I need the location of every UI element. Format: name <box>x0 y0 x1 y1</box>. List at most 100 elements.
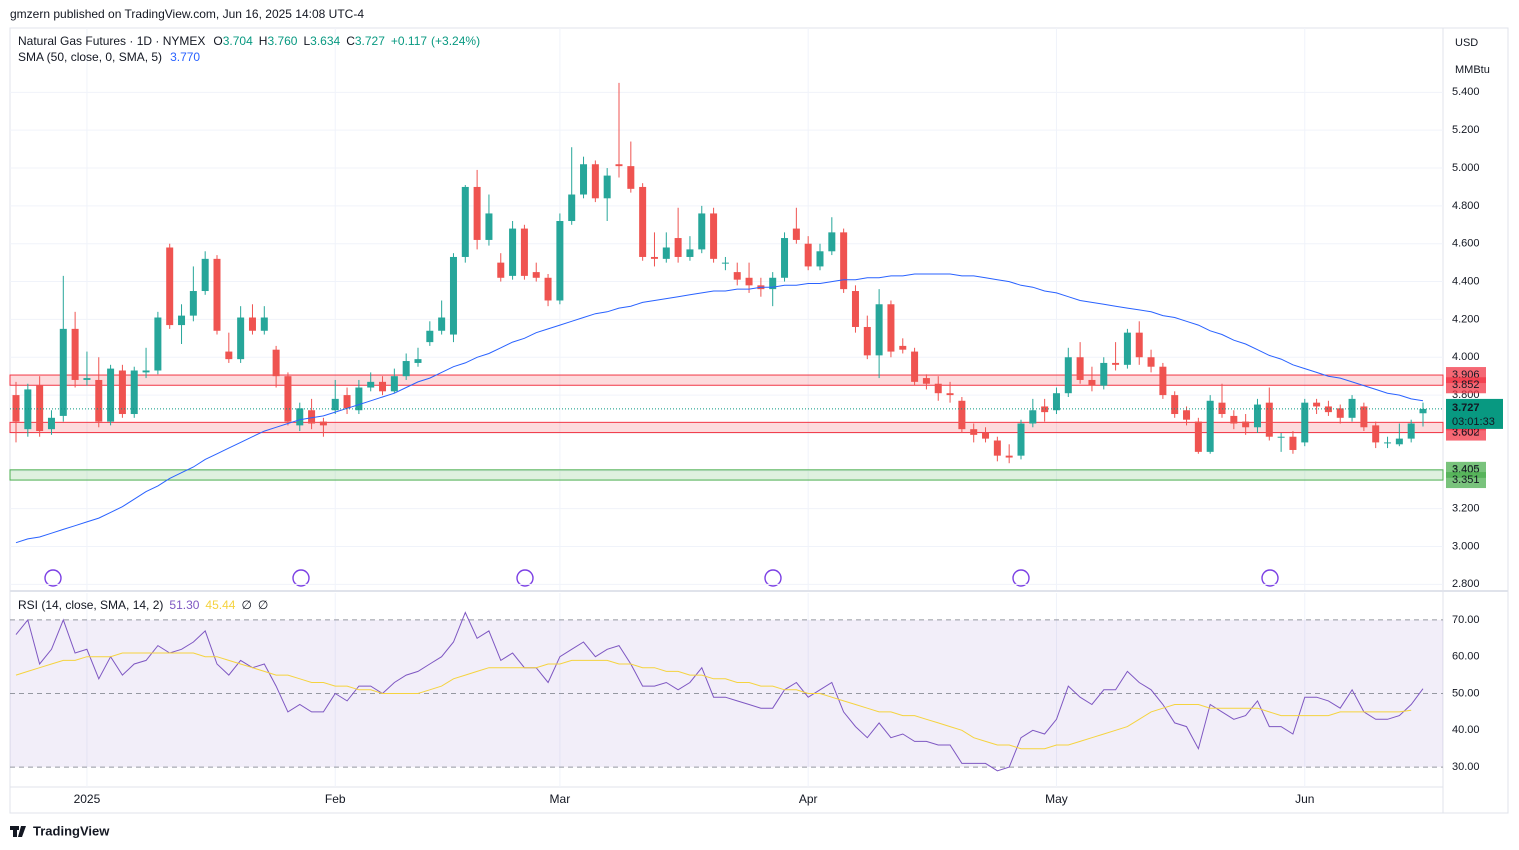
candle-body <box>142 370 150 373</box>
candle-body <box>24 389 32 430</box>
candle-body <box>118 370 126 415</box>
candle-body <box>946 393 954 396</box>
candle-body <box>1135 332 1143 358</box>
candle-body <box>272 349 280 377</box>
candle-body <box>532 272 540 278</box>
candle-body <box>36 385 44 432</box>
candle-body <box>686 249 694 257</box>
candle-body <box>1242 421 1250 428</box>
candle-body <box>248 317 256 331</box>
candle-body <box>1100 362 1108 386</box>
zone-label: 3.351 <box>1452 474 1480 486</box>
candle-body <box>816 251 824 267</box>
zone-label-bg <box>1446 377 1486 394</box>
candle-body <box>1171 395 1179 415</box>
candle-body <box>662 247 670 259</box>
candle-body <box>213 258 221 331</box>
candle-body <box>875 304 883 356</box>
y-tick-label: 5.200 <box>1452 124 1480 136</box>
candle-body <box>934 383 942 394</box>
candle-body <box>733 272 741 280</box>
candle-body <box>1123 332 1131 365</box>
sma-name: SMA (50, close, 0, SMA, 5) <box>18 50 162 64</box>
candle-body <box>1088 379 1096 386</box>
candle-body <box>911 351 919 382</box>
candle-body <box>828 232 836 252</box>
ohlc-value: 3.760 <box>267 34 297 48</box>
candle-body <box>178 315 186 326</box>
candle-body <box>899 345 907 350</box>
zone <box>9 469 1444 481</box>
candle-body <box>473 186 481 240</box>
currency: USD <box>1455 37 1478 49</box>
candle-body <box>970 429 978 435</box>
candle-body <box>1407 423 1415 439</box>
x-tick-label: Apr <box>799 792 818 806</box>
candle-body <box>296 408 304 426</box>
candle-body <box>355 387 363 411</box>
candle-body <box>1194 421 1202 452</box>
candle-body <box>130 370 138 415</box>
brand-logo <box>10 826 26 837</box>
candle-body <box>438 317 446 331</box>
candle-body <box>1360 406 1368 428</box>
countdown: 03:01:33 <box>1452 416 1495 428</box>
candle-body <box>237 317 245 360</box>
candle-body <box>1041 406 1049 413</box>
candle-body <box>402 361 410 377</box>
candle-body <box>1076 357 1084 380</box>
candle-body <box>591 164 599 199</box>
candle-body <box>993 440 1001 456</box>
last-price: 3.727 <box>1452 402 1480 414</box>
change: +0.117 <box>391 34 427 48</box>
ohlc-label: O <box>213 34 222 48</box>
candle-body <box>982 432 990 439</box>
candle-body <box>1277 436 1285 438</box>
title: Natural Gas Futures · 1D · NYMEX <box>18 34 205 48</box>
candle-body <box>1336 408 1344 418</box>
candle-body <box>331 398 339 411</box>
rsi-name: RSI (14, close, SMA, 14, 2) <box>18 598 163 612</box>
candle-body <box>603 175 611 199</box>
ohlc-value: 3.727 <box>355 34 385 48</box>
candle-body <box>485 213 493 240</box>
rsi-value: 45.44 <box>205 598 235 612</box>
candle-body <box>12 395 20 422</box>
sma-legend: SMA (50, close, 0, SMA, 5) 3.770 <box>18 50 200 64</box>
candle-body <box>698 213 706 250</box>
candle-body <box>1230 415 1238 424</box>
candle-body <box>1301 402 1309 443</box>
rsi-value: 51.30 <box>169 598 199 612</box>
candle-body <box>390 376 398 392</box>
candle-body <box>260 317 268 331</box>
candle-body <box>568 194 576 222</box>
y-tick-label: 5.000 <box>1452 162 1480 174</box>
change-pct: (+3.24%) <box>431 34 480 48</box>
ohlc-label: L <box>303 34 310 48</box>
y-tick-label: 4.000 <box>1452 351 1480 363</box>
event-icons <box>44 569 1279 587</box>
candle-body <box>781 238 789 278</box>
candle-body <box>1384 442 1392 444</box>
candle-body <box>449 256 457 335</box>
legend-title: Natural Gas Futures · 1D · NYMEX O3.704 H3… <box>18 34 480 48</box>
candle-body <box>71 328 79 380</box>
unit: MMBtu <box>1455 64 1490 76</box>
candle-body <box>544 277 552 301</box>
candle-body <box>461 186 469 257</box>
candle-body <box>308 410 316 424</box>
candle-body <box>201 258 209 292</box>
candle-body <box>284 376 292 422</box>
candle-body <box>379 381 387 392</box>
rsi-line <box>15 611 1424 772</box>
y-tick-label: 4.400 <box>1452 275 1480 287</box>
candle-body <box>189 291 197 316</box>
sma-line <box>15 273 1424 544</box>
zone <box>9 374 1444 386</box>
candle-body <box>319 421 327 426</box>
candle-body <box>1324 406 1332 413</box>
candle-body <box>1253 404 1261 428</box>
candle-body <box>769 277 777 290</box>
candle-body <box>1052 393 1060 411</box>
